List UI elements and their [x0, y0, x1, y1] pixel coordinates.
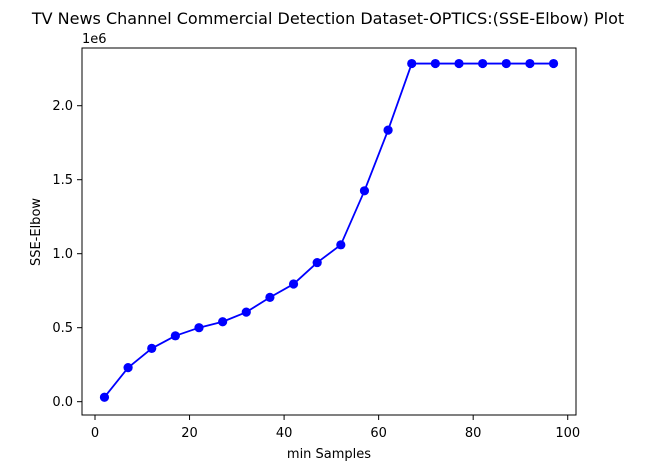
data-point — [430, 58, 440, 69]
x-ticks: 0 20 40 60 80 100 — [91, 415, 580, 441]
x-tick-label: 20 — [181, 426, 198, 441]
y-axis-offset-label: 1e6 — [82, 32, 107, 47]
x-tick-label: 80 — [465, 426, 482, 441]
x-axis-label: min Samples — [287, 447, 371, 462]
data-point — [548, 58, 559, 69]
data-point — [478, 58, 488, 69]
chart-title: TV News Channel Commercial Detection Dat… — [31, 9, 624, 28]
x-tick-label: 40 — [276, 426, 293, 441]
data-point — [99, 392, 110, 402]
x-tick-label: 60 — [370, 426, 387, 441]
y-axis-label: SSE-Elbow — [29, 198, 44, 266]
data-point — [454, 58, 464, 69]
x-tick-label: 0 — [91, 426, 99, 441]
series-line — [103, 62, 554, 398]
data-point — [501, 58, 511, 69]
data-point — [525, 58, 535, 69]
y-tick-label: 1.0 — [52, 247, 73, 262]
data-point — [407, 58, 417, 69]
y-tick-label: 2.0 — [52, 99, 73, 114]
data-point — [147, 343, 157, 354]
data-point — [123, 363, 133, 373]
y-tick-label: 1.5 — [52, 173, 73, 188]
data-point — [194, 323, 204, 333]
data-point — [383, 125, 393, 135]
y-ticks: 0.0 0.5 1.0 1.5 2.0 — [52, 99, 82, 410]
y-tick-label: 0.0 — [52, 395, 73, 410]
data-point — [241, 307, 251, 317]
series-layer — [99, 58, 559, 402]
plot-frame — [81, 47, 577, 416]
data-point — [170, 331, 180, 341]
data-point — [218, 317, 228, 327]
data-point — [265, 292, 275, 302]
y-tick-label: 0.5 — [52, 321, 73, 336]
data-point — [312, 257, 322, 268]
data-point — [336, 240, 346, 250]
data-point — [359, 186, 370, 196]
x-tick-label: 100 — [555, 426, 580, 441]
data-point — [288, 279, 299, 289]
plot-area: 0 20 40 60 80 100 0.0 0.5 1.0 1.5 2.0 — [52, 47, 580, 441]
